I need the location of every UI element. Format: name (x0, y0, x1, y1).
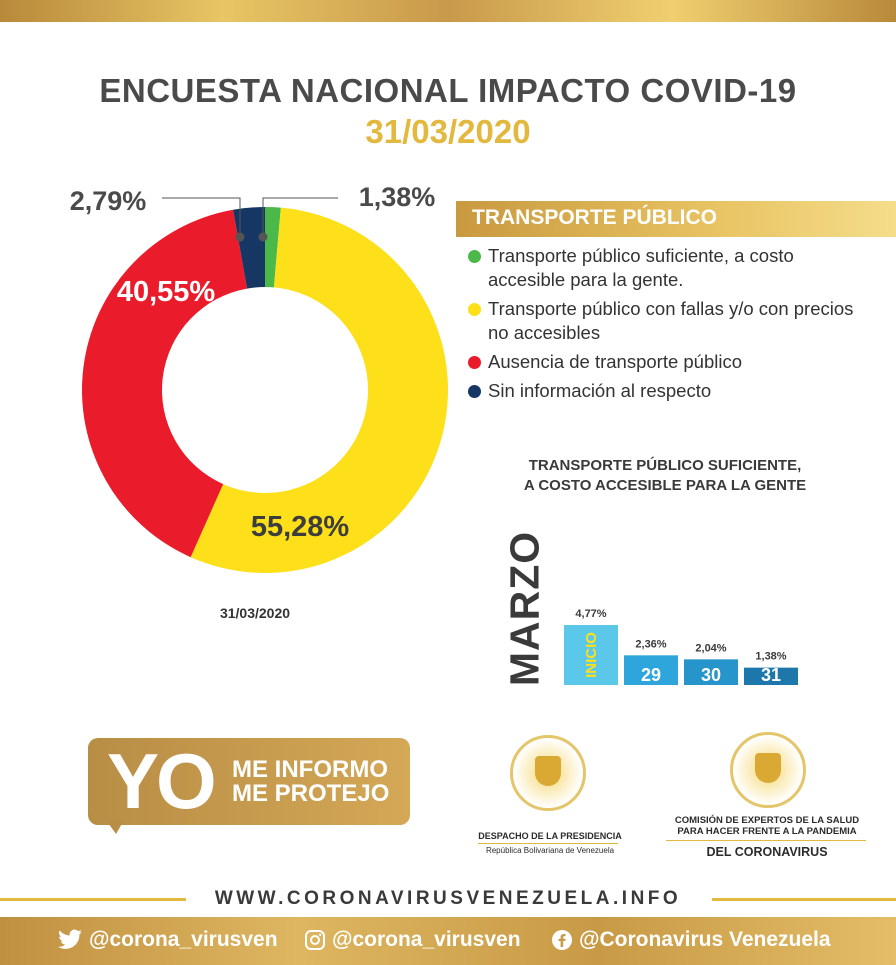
presidency-name: DESPACHO DE LA PRESIDENCIA (478, 831, 622, 841)
top-gold-bar (0, 0, 896, 22)
page-date: 31/03/2020 (365, 113, 531, 150)
url-line-left (0, 898, 186, 901)
value-label-fallas: 55,28% (251, 511, 350, 543)
facebook-text: @Coronavirus Venezuela (579, 928, 831, 951)
legend-label: Ausencia de transporte público (488, 351, 743, 372)
legend-title-banner: TRANSPORTE PÚBLICO (456, 201, 896, 237)
instagram-handle[interactable]: @corona_virusven (304, 928, 521, 952)
bar-29 (624, 655, 678, 685)
instagram-text: @corona_virusven (332, 928, 521, 951)
month-label-text: MARZO (501, 530, 548, 687)
legend-item-sin-info: Sin información al respecto (468, 379, 868, 403)
month-label: MARZO (500, 520, 550, 690)
legend-dot-yellow (468, 303, 481, 316)
twitter-text: @corona_virusven (89, 928, 278, 951)
presidency-subtitle: República Bolivariana de Venezuela (485, 846, 615, 855)
url-line-right (712, 898, 896, 901)
bar-value-label: 2,04% (695, 642, 726, 654)
slice-fallas (190, 207, 449, 573)
campaign-line-2: ME PROTEJO (232, 780, 390, 807)
callout-dot-suficiente (258, 232, 268, 242)
legend-item-fallas: Transporte público con fallas y/o con pr… (468, 297, 868, 345)
value-label-suficiente: 1,38% (359, 182, 436, 212)
callout-dot-sin-info (235, 232, 245, 242)
campaign-box-tail (106, 820, 124, 834)
bar-chart: 4,77% INICIO 2,36% 29 2,04% 30 1,38% 31 (564, 608, 798, 685)
bar-category-label: INICIO (583, 632, 600, 678)
twitter-handle[interactable]: @corona_virusven (57, 928, 278, 952)
campaign-box (88, 738, 410, 825)
legend-dot-navy (468, 385, 481, 398)
bar-value-label: 4,77% (575, 608, 606, 620)
legend-label: Transporte público con fallas y/o con pr… (488, 298, 854, 343)
legend-dot-green (468, 250, 481, 263)
donut-chart: 1,38% 55,28% 40,55% 2,79% 31/03/2020 (70, 182, 449, 621)
slice-suficiente (265, 207, 281, 288)
bar-value-label: 2,36% (635, 638, 666, 650)
facebook-handle[interactable]: @Coronavirus Venezuela (551, 928, 831, 952)
commission-seal-icon (730, 732, 806, 808)
legend-label: Transporte público suficiente, a costo a… (488, 245, 794, 290)
facebook-icon (552, 930, 572, 951)
presidency-seal-icon (510, 735, 586, 811)
legend-item-ausencia: Ausencia de transporte público (468, 350, 868, 374)
bar-inicio (564, 625, 618, 685)
commission-name: COMISIÓN DE EXPERTOS DE LA SALUD PARA HA… (674, 815, 860, 837)
twitter-icon (58, 929, 82, 950)
instagram-icon (305, 930, 325, 951)
donut-legend: Transporte público suficiente, a costo a… (468, 244, 868, 408)
callout-line-sin-info (162, 197, 241, 236)
commission-subtitle: DEL CORONAVIRUS (706, 845, 828, 859)
bar-category-label: 31 (761, 665, 781, 685)
value-label-ausencia: 40,55% (117, 276, 216, 308)
callout-line-suficiente (262, 197, 338, 236)
legend-title: TRANSPORTE PÚBLICO (472, 206, 718, 229)
bar-chart-title: TRANSPORTE PÚBLICO SUFICIENTE, A COSTO A… (523, 457, 807, 494)
campaign-yo: YO (107, 737, 217, 825)
campaign-line-1: ME INFORMO (232, 756, 388, 783)
bar-30 (684, 659, 738, 685)
legend-label: Sin información al respecto (488, 380, 712, 401)
bar-31 (744, 667, 798, 685)
website-url[interactable]: WWW.CORONAVIRUSVENEZUELA.INFO (214, 888, 682, 909)
presidency-divider (478, 843, 618, 844)
bar-category-label: 30 (701, 665, 721, 685)
page-title: ENCUESTA NACIONAL IMPACTO COVID-19 (99, 72, 797, 109)
legend-dot-red (468, 356, 481, 369)
bar-value-label: 1,38% (755, 651, 786, 663)
social-footer: @corona_virusven @corona_virusven @Coron… (0, 917, 896, 965)
bar-category-label: 29 (641, 665, 661, 685)
value-label-sin-info: 2,79% (70, 186, 147, 216)
slice-sin-info (233, 207, 265, 289)
chart-caption: 31/03/2020 (220, 605, 290, 621)
slice-ausencia (81, 209, 248, 558)
legend-item-suficiente: Transporte público suficiente, a costo a… (468, 244, 868, 292)
commission-divider (666, 840, 866, 841)
